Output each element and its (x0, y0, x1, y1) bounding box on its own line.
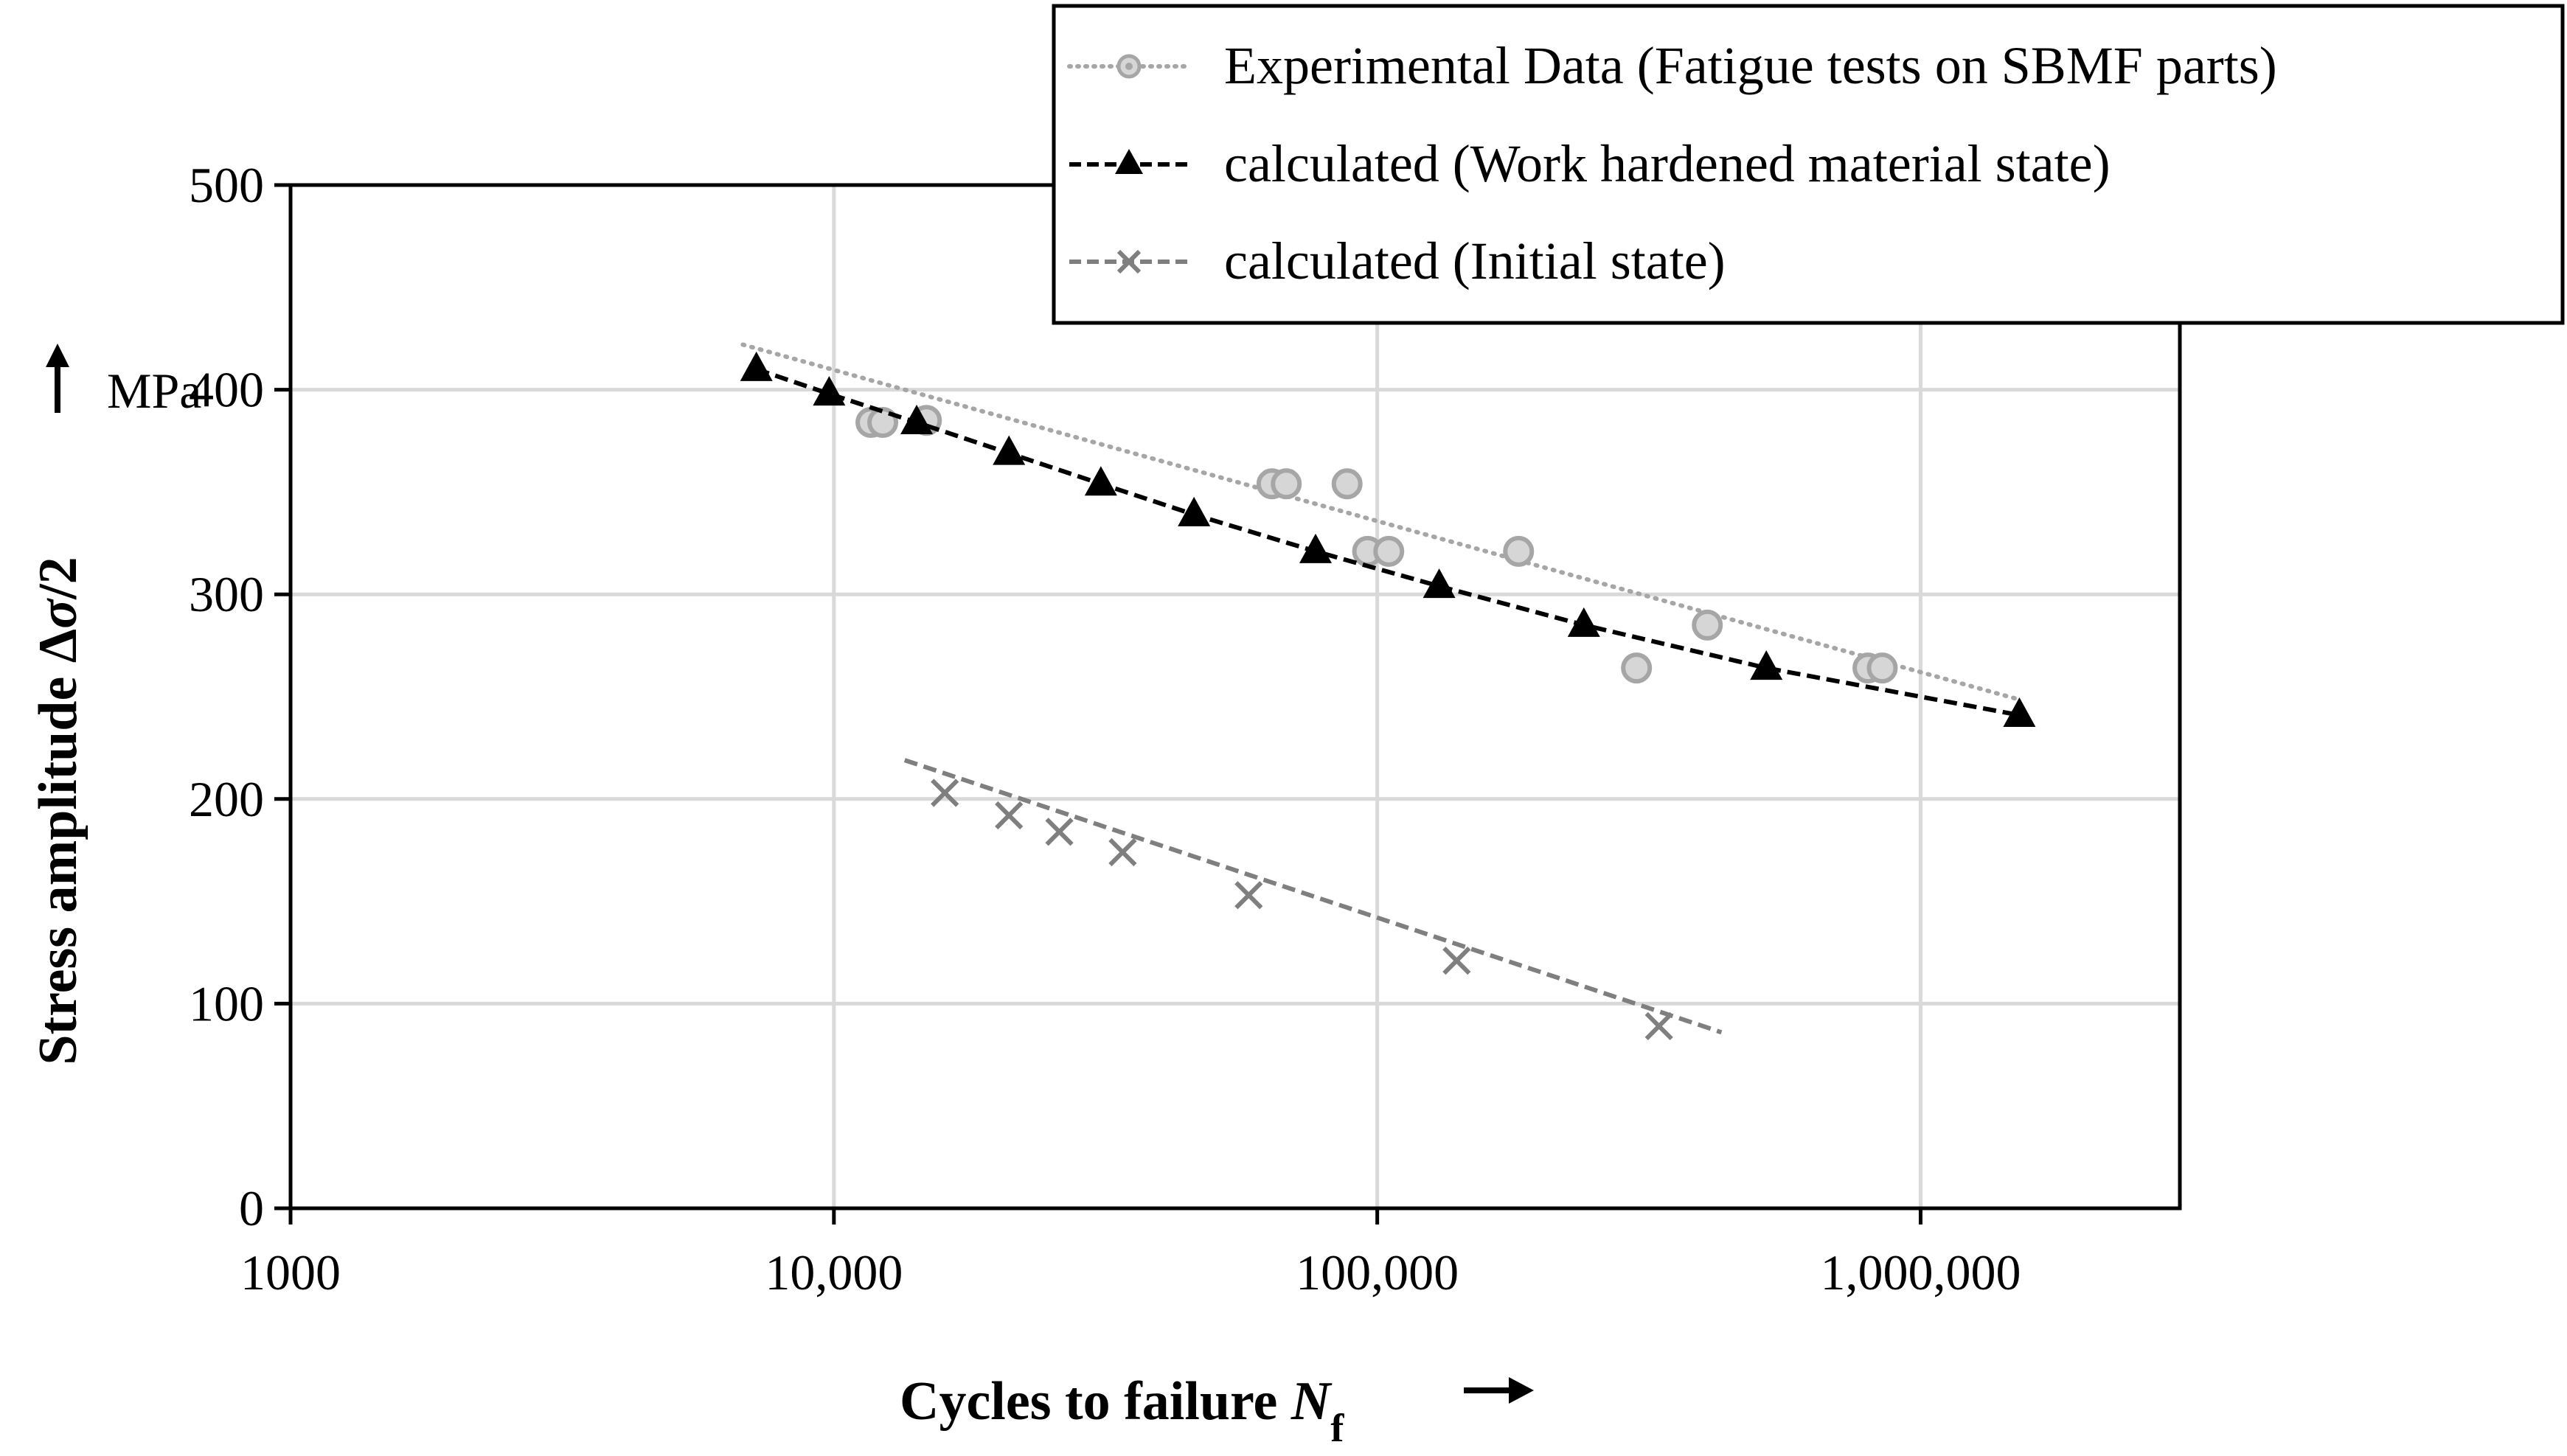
data-point (1108, 837, 1137, 867)
data-point (1271, 468, 1302, 500)
data-point (1178, 496, 1211, 526)
x-tick-label: 1000 (240, 1244, 341, 1300)
data-point (1423, 568, 1456, 599)
y-tick-label: 100 (189, 975, 264, 1031)
x-tick-label: 1,000,000 (1820, 1244, 2021, 1300)
data-point (1503, 535, 1535, 567)
data-point (1299, 533, 1332, 563)
x-tick-label: 100,000 (1296, 1244, 1459, 1300)
legend-item-experimental: Experimental Data (Fatigue tests on SBMF… (1067, 36, 2277, 95)
data-point (995, 801, 1024, 830)
series-line (903, 758, 1723, 1035)
data-point (1621, 652, 1653, 684)
data-point (1567, 607, 1600, 637)
data-point (1692, 609, 1723, 641)
x-tick-label: 10,000 (765, 1244, 903, 1300)
data-point (1234, 881, 1263, 910)
data-point (1084, 466, 1117, 496)
data-point (900, 405, 934, 435)
data-point (1866, 652, 1898, 684)
data-point (2003, 697, 2036, 727)
data-point (1750, 650, 1783, 680)
series-0 (740, 342, 2019, 701)
data-point (1644, 1011, 1673, 1041)
data-point (1442, 946, 1471, 975)
y-tick-label: 0 (239, 1180, 264, 1236)
y-tick-label: 400 (189, 362, 264, 418)
data-point (1373, 535, 1405, 567)
data-point (813, 376, 846, 406)
y-tick-label: 500 (189, 157, 264, 213)
y-axis-unit: MPa (107, 363, 201, 419)
legend: Experimental Data (Fatigue tests on SBMF… (1052, 4, 2565, 325)
data-point (993, 435, 1026, 465)
x-axis-title: Cycles to failure Nf (900, 1371, 1344, 1450)
series-line (740, 342, 2019, 701)
y-tick-label: 300 (189, 566, 264, 622)
legend-label-initial-state: calculated (Initial state) (1224, 231, 1726, 290)
data-point (1331, 468, 1363, 500)
legend-item-work-hardened: calculated (Work hardened material state… (1069, 134, 2111, 193)
y-axis-title: Stress amplitude Δσ/2 (28, 557, 88, 1065)
legend-item-initial-state: calculated (Initial state) (1069, 231, 1726, 290)
y-tick-label: 200 (189, 771, 264, 827)
series-2 (903, 758, 1723, 1041)
gridlines (291, 185, 2180, 1208)
legend-label-experimental: Experimental Data (Fatigue tests on SBMF… (1224, 36, 2277, 95)
y-axis-arrow-icon (46, 344, 69, 413)
legend-box (1052, 4, 2565, 325)
series-layer (740, 342, 2036, 1041)
tick-labels: 0 100 200 300 400 500 1000 10,000 100,000 1,000,0… (189, 157, 2021, 1300)
data-point (740, 351, 773, 381)
data-point (931, 778, 959, 807)
series-1 (740, 351, 2036, 727)
data-point (1045, 818, 1074, 846)
legend-label-work-hardened: calculated (Work hardened material state… (1224, 134, 2111, 193)
x-axis-arrow-icon (1464, 1377, 1534, 1404)
